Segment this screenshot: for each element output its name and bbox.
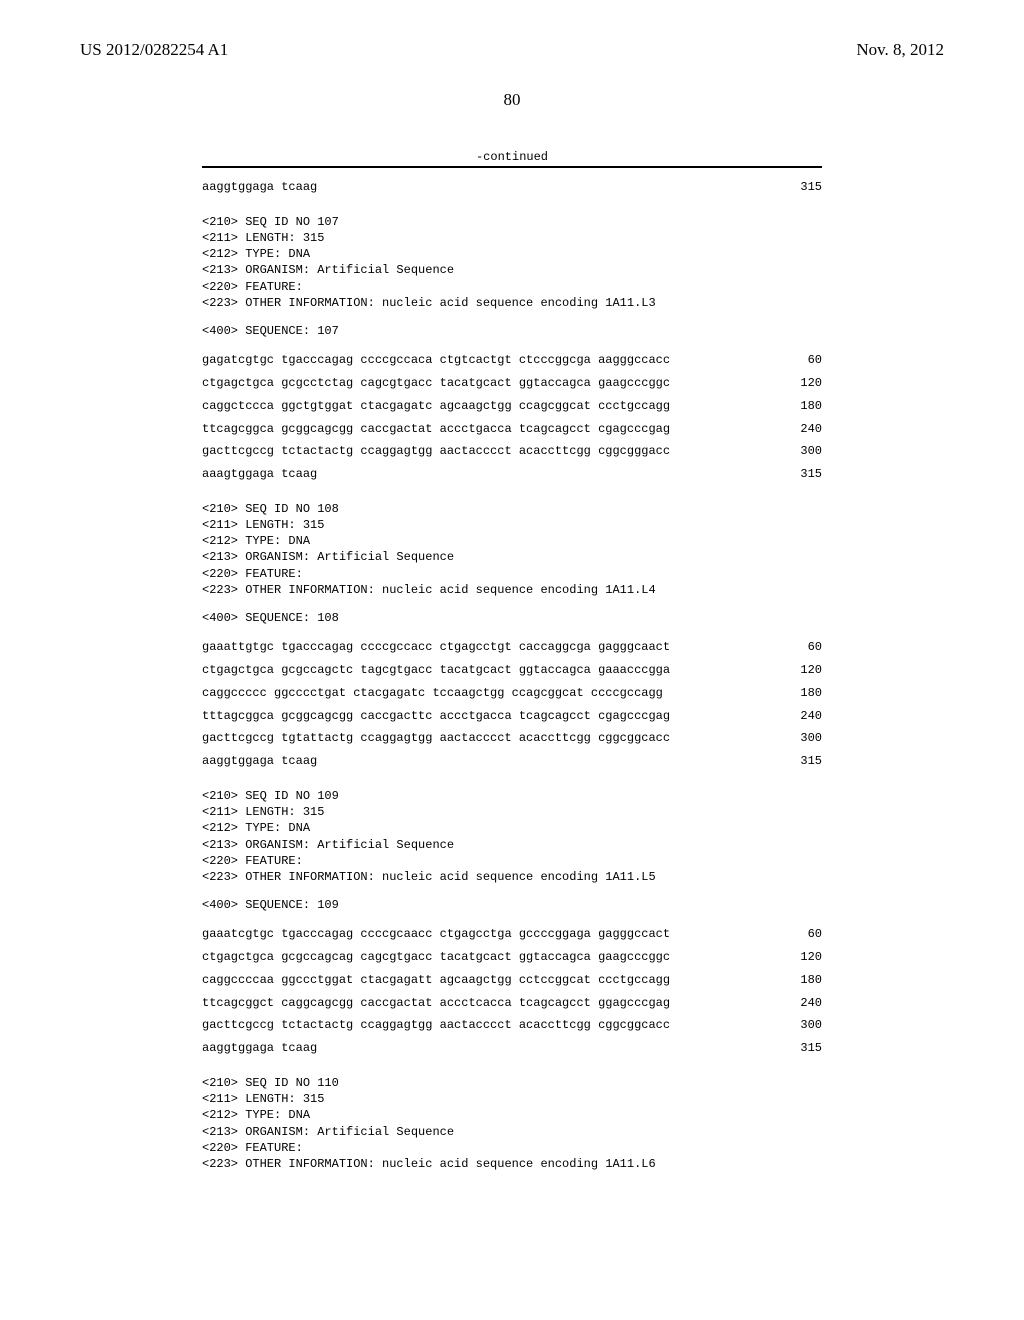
sequence-row: ttcagcggca gcggcagcgg caccgactat accctga… — [202, 418, 822, 441]
sequence-text: ctgagctgca gcgccagcag cagcgtgacc tacatgc… — [202, 946, 670, 969]
sequence-text: ctgagctgca gcgccagctc tagcgtgacc tacatgc… — [202, 659, 670, 682]
sequence-row: gaaattgtgc tgacccagag ccccgccacc ctgagcc… — [202, 636, 822, 659]
sequence-text: caggccccc ggcccctgat ctacgagatc tccaagct… — [202, 682, 663, 705]
sequence-text: ctgagctgca gcgcctctag cagcgtgacc tacatgc… — [202, 372, 670, 395]
sequence-entries: aaggtggaga tcaag 315 <210> SEQ ID NO 107 <… — [202, 176, 822, 1172]
sequence-position: 60 — [742, 349, 822, 372]
sequence-position: 240 — [742, 705, 822, 728]
sequence-row: aaggtggaga tcaag 315 — [202, 750, 822, 773]
sequence-row: gacttcgccg tctactactg ccaggagtgg aactacc… — [202, 1014, 822, 1037]
page-header: US 2012/0282254 A1 Nov. 8, 2012 — [80, 40, 944, 60]
sequence-position: 300 — [742, 440, 822, 463]
sequence-text: caggccccaa ggccctggat ctacgagatt agcaagc… — [202, 969, 670, 992]
horizontal-rule — [202, 166, 822, 168]
sequence-text: gacttcgccg tctactactg ccaggagtgg aactacc… — [202, 1014, 670, 1037]
sequence-text: aaggtggaga tcaag — [202, 750, 317, 773]
sequence-position: 240 — [742, 992, 822, 1015]
sequence-position: 120 — [742, 372, 822, 395]
sequence-position: 300 — [742, 1014, 822, 1037]
sequence-text: ttcagcggct caggcagcgg caccgactat accctca… — [202, 992, 670, 1015]
sequence-text: gacttcgccg tctactactg ccaggagtgg aactacc… — [202, 440, 670, 463]
sequence-text: aaggtggaga tcaag — [202, 1037, 317, 1060]
sequence-text: ttcagcggca gcggcagcgg caccgactat accctga… — [202, 418, 670, 441]
sequence-row: aaagtggaga tcaag 315 — [202, 463, 822, 486]
sequence-position: 60 — [742, 923, 822, 946]
sequence-text: gaaattgtgc tgacccagag ccccgccacc ctgagcc… — [202, 636, 670, 659]
sequence-position: 180 — [742, 682, 822, 705]
sequence-text: gagatcgtgc tgacccagag ccccgccaca ctgtcac… — [202, 349, 670, 372]
sequence-meta: <210> SEQ ID NO 109 <211> LENGTH: 315 <2… — [202, 788, 822, 885]
sequence-text: tttagcggca gcggcagcgg caccgacttc accctga… — [202, 705, 670, 728]
sequence-row: aaggtggaga tcaag 315 — [202, 1037, 822, 1060]
sequence-text: caggctccca ggctgtggat ctacgagatc agcaagc… — [202, 395, 670, 418]
sequence-row: aaggtggaga tcaag 315 — [202, 176, 822, 199]
sequence-text: aaggtggaga tcaag — [202, 176, 317, 199]
sequence-meta: <210> SEQ ID NO 110 <211> LENGTH: 315 <2… — [202, 1075, 822, 1172]
sequence-label: <400> SEQUENCE: 108 — [202, 610, 822, 626]
publication-date: Nov. 8, 2012 — [856, 40, 944, 60]
sequence-position: 315 — [742, 750, 822, 773]
sequence-row: ctgagctgca gcgcctctag cagcgtgacc tacatgc… — [202, 372, 822, 395]
sequence-position: 240 — [742, 418, 822, 441]
sequence-meta: <210> SEQ ID NO 107 <211> LENGTH: 315 <2… — [202, 214, 822, 311]
sequence-row: tttagcggca gcggcagcgg caccgacttc accctga… — [202, 705, 822, 728]
sequence-row: caggccccaa ggccctggat ctacgagatt agcaagc… — [202, 969, 822, 992]
sequence-row: ctgagctgca gcgccagctc tagcgtgacc tacatgc… — [202, 659, 822, 682]
sequence-row: gaaatcgtgc tgacccagag ccccgcaacc ctgagcc… — [202, 923, 822, 946]
sequence-position: 60 — [742, 636, 822, 659]
sequence-row: gagatcgtgc tgacccagag ccccgccaca ctgtcac… — [202, 349, 822, 372]
sequence-position: 180 — [742, 395, 822, 418]
sequence-row: ttcagcggct caggcagcgg caccgactat accctca… — [202, 992, 822, 1015]
publication-number: US 2012/0282254 A1 — [80, 40, 228, 60]
continued-label: -continued — [202, 150, 822, 164]
sequence-position: 120 — [742, 659, 822, 682]
sequence-row: gacttcgccg tctactactg ccaggagtgg aactacc… — [202, 440, 822, 463]
sequence-text: gacttcgccg tgtattactg ccaggagtgg aactacc… — [202, 727, 670, 750]
sequence-position: 180 — [742, 969, 822, 992]
sequence-meta: <210> SEQ ID NO 108 <211> LENGTH: 315 <2… — [202, 501, 822, 598]
content-area: -continued aaggtggaga tcaag 315 <210> SEQ … — [202, 150, 822, 1172]
sequence-position: 300 — [742, 727, 822, 750]
sequence-position: 315 — [742, 1037, 822, 1060]
sequence-position: 120 — [742, 946, 822, 969]
page: US 2012/0282254 A1 Nov. 8, 2012 80 -cont… — [0, 0, 1024, 1320]
sequence-row: caggctccca ggctgtggat ctacgagatc agcaagc… — [202, 395, 822, 418]
sequence-label: <400> SEQUENCE: 109 — [202, 897, 822, 913]
sequence-row: caggccccc ggcccctgat ctacgagatc tccaagct… — [202, 682, 822, 705]
page-number: 80 — [80, 90, 944, 110]
sequence-position: 315 — [742, 176, 822, 199]
sequence-row: ctgagctgca gcgccagcag cagcgtgacc tacatgc… — [202, 946, 822, 969]
sequence-text: aaagtggaga tcaag — [202, 463, 317, 486]
sequence-label: <400> SEQUENCE: 107 — [202, 323, 822, 339]
sequence-text: gaaatcgtgc tgacccagag ccccgcaacc ctgagcc… — [202, 923, 670, 946]
sequence-row: gacttcgccg tgtattactg ccaggagtgg aactacc… — [202, 727, 822, 750]
sequence-position: 315 — [742, 463, 822, 486]
